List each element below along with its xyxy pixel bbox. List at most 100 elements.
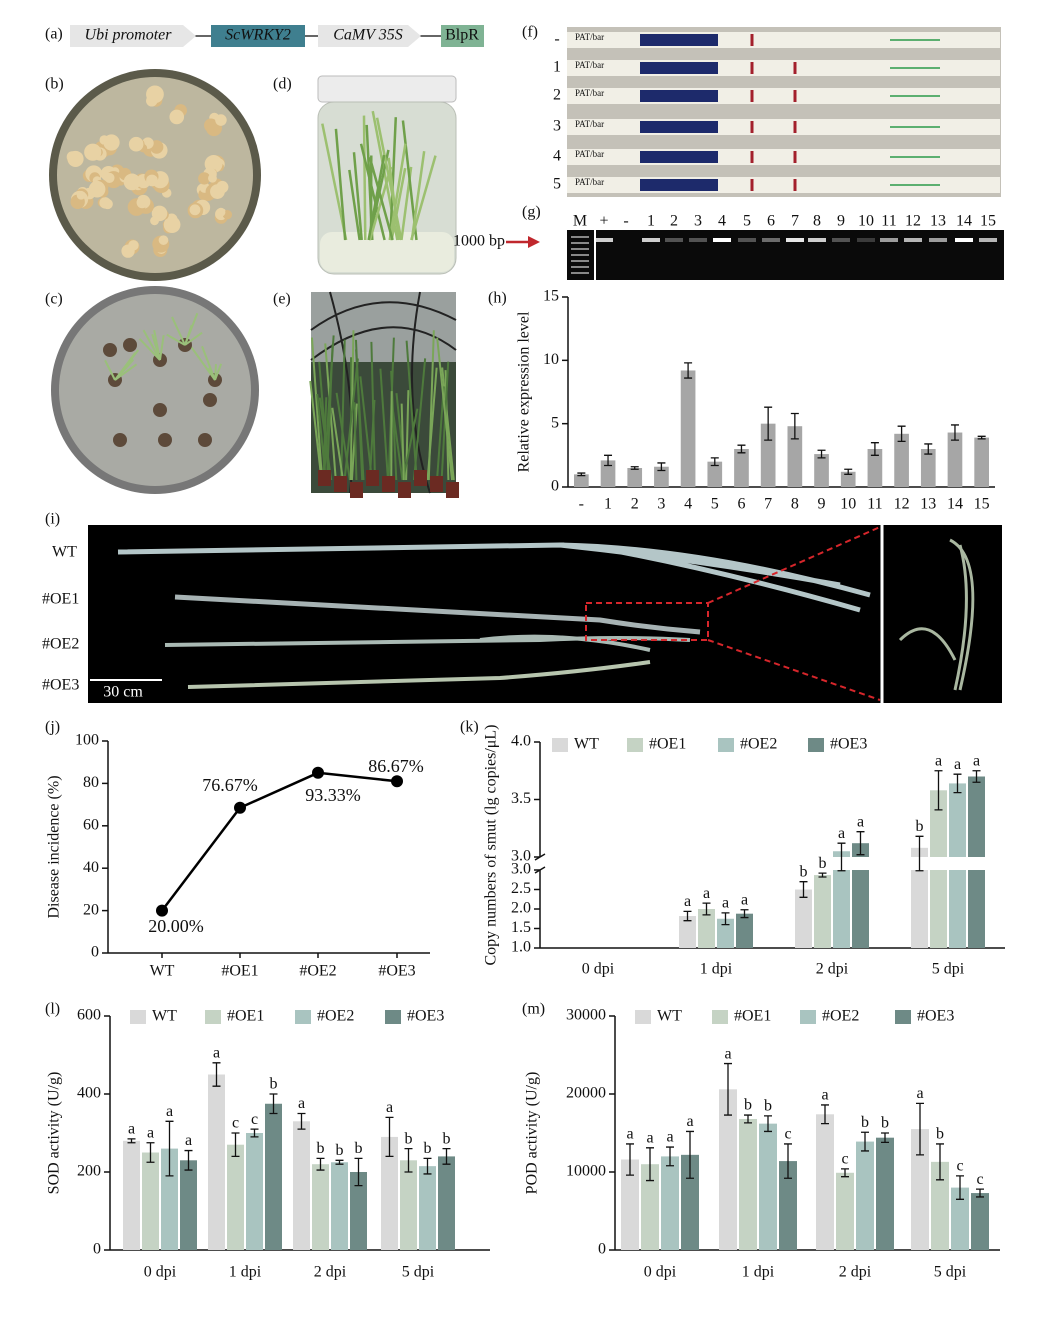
lane-label: 1 <box>647 213 655 230</box>
x-tick-label: 5 <box>711 496 719 513</box>
clump <box>89 181 106 198</box>
ladder-band <box>571 260 589 262</box>
band <box>665 238 683 242</box>
bar-lower <box>930 870 947 948</box>
bar <box>246 1133 263 1250</box>
callus <box>158 433 172 447</box>
legend-label: #OE3 <box>830 736 867 753</box>
x-tick-label: 8 <box>791 496 799 513</box>
significance-letter: a <box>916 1085 923 1102</box>
band <box>929 238 947 242</box>
ladder-band <box>571 266 589 268</box>
legend-label: #OE1 <box>227 1008 264 1025</box>
x-tick-label: 0 dpi <box>144 1264 177 1281</box>
band <box>979 238 997 242</box>
sample-pad <box>640 90 718 102</box>
construct-label: BlpR <box>445 27 479 44</box>
panel-label: (l) <box>45 1001 60 1018</box>
bar <box>876 1138 894 1250</box>
bar <box>736 914 753 948</box>
lane-label: 8 <box>813 213 821 230</box>
y-tick-label: 0 <box>551 478 559 495</box>
significance-letter: b <box>355 1140 363 1157</box>
significance-letter: a <box>386 1099 393 1116</box>
x-tick-label: 2 <box>631 496 639 513</box>
clump <box>103 134 119 150</box>
y-tick-label: 400 <box>77 1085 101 1102</box>
lane-label: 9 <box>837 213 845 230</box>
bar <box>681 370 696 487</box>
lane-label: 11 <box>881 213 896 230</box>
photo-callus <box>49 69 261 281</box>
clump <box>99 197 111 209</box>
bar <box>265 1104 282 1250</box>
panel-label: (k) <box>460 719 479 736</box>
bar <box>661 1156 679 1250</box>
x-tick-label: 6 <box>737 496 745 513</box>
legend-swatch <box>800 1010 816 1024</box>
strip-text: PAT/bar <box>575 119 604 129</box>
bar <box>836 1173 854 1250</box>
legend-label: WT <box>152 1008 177 1025</box>
panel-label: (j) <box>45 719 60 736</box>
sample-pad <box>640 121 718 133</box>
legend-swatch <box>295 1010 311 1024</box>
significance-letter: b <box>861 1114 869 1131</box>
clump <box>77 191 86 200</box>
clump <box>84 144 101 161</box>
marker-label: 1000 bp <box>453 233 505 250</box>
lane-label: 14 <box>956 213 972 230</box>
stalk-label: #OE3 <box>42 677 79 694</box>
y-axis-label: Disease incidence (%) <box>46 775 63 918</box>
band <box>713 238 731 242</box>
significance-letter: c <box>232 1115 239 1132</box>
x-tick-label: 0 dpi <box>644 1264 677 1281</box>
y-tick-label: 2.5 <box>511 880 531 897</box>
legend-swatch <box>895 1010 911 1024</box>
sample-pad <box>640 34 718 46</box>
x-tick-label: 5 dpi <box>932 961 965 978</box>
significance-letter: a <box>973 752 980 769</box>
y-tick-label: 1.5 <box>511 919 531 936</box>
band <box>738 238 756 242</box>
legend-swatch <box>385 1010 401 1024</box>
clump <box>208 174 217 183</box>
x-tick-label: 7 <box>764 496 772 513</box>
strip-label: 1 <box>553 59 561 76</box>
line <box>162 773 397 911</box>
legend-swatch <box>712 1010 728 1024</box>
band <box>786 238 804 242</box>
y-tick-label: 2.0 <box>511 900 531 917</box>
y-tick-label: 3.0 <box>511 848 531 865</box>
clump <box>137 197 148 208</box>
y-tick-label: 80 <box>83 774 99 791</box>
y-tick-label: 20000 <box>566 1085 606 1102</box>
bar <box>795 890 812 949</box>
significance-letter: b <box>405 1130 413 1147</box>
significance-letter: a <box>666 1129 673 1146</box>
bar <box>312 1164 329 1250</box>
significance-letter: a <box>724 1045 731 1062</box>
bar <box>400 1160 417 1250</box>
significance-letter: b <box>443 1130 451 1147</box>
strip-text: PAT/bar <box>575 88 604 98</box>
photo-greenhouse <box>310 292 459 498</box>
band <box>904 238 922 242</box>
ladder-band <box>571 242 589 244</box>
x-tick-label: 13 <box>920 496 936 513</box>
y-tick-label: 10000 <box>566 1163 606 1180</box>
y-axis-label: Copy numbers of smut (lg copies/μL) <box>483 725 500 966</box>
gel <box>567 230 1004 280</box>
y-tick-label: 0 <box>91 944 99 961</box>
clump <box>159 235 169 245</box>
bar <box>974 438 989 487</box>
legend-label: WT <box>574 736 599 753</box>
pot <box>430 476 443 492</box>
y-tick-label: 3.5 <box>511 790 531 807</box>
bar-lower <box>852 870 869 948</box>
clump <box>121 244 134 257</box>
significance-letter: b <box>744 1097 752 1114</box>
y-tick-label: 1.0 <box>511 939 531 956</box>
bar <box>856 1142 874 1250</box>
y-tick-label: 5 <box>551 414 559 431</box>
